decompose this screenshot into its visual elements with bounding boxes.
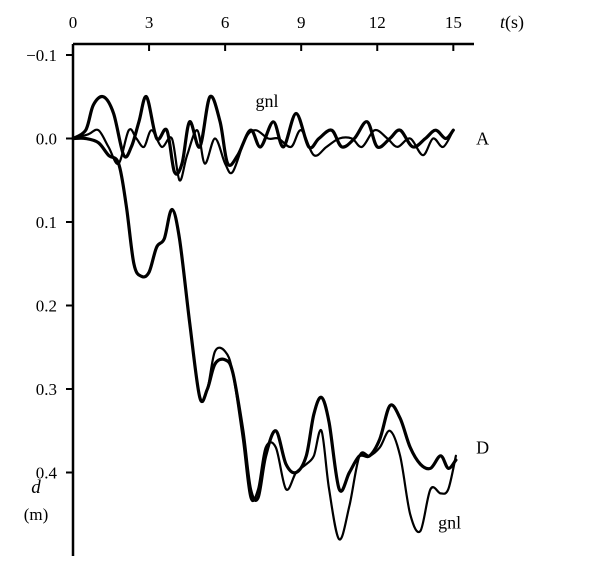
y-tick-label: 0.0 [36, 130, 57, 149]
x-tick-label: 3 [145, 13, 154, 32]
annotation-label: gnl [438, 513, 461, 533]
annotation-label: D [476, 437, 489, 457]
y-axis: −0.1 0.0 0.1 0.2 0.3 0.4d (m) [24, 44, 75, 556]
y-axis-unit: (m) [24, 505, 49, 524]
annotation-label: gnl [256, 91, 279, 111]
x-tick-label: 15 [445, 13, 462, 32]
y-tick-label: 0.3 [36, 380, 57, 399]
series-line-d-gnl [71, 137, 457, 541]
x-tick-label: 0 [69, 13, 78, 32]
y-axis-var: d [31, 477, 41, 498]
x-tick-label: 9 [297, 13, 306, 32]
x-tick-label: 12 [369, 13, 386, 32]
y-tick-label: 0.2 [36, 297, 57, 316]
y-tick-label: 0.4 [36, 464, 58, 483]
series-line-a-measured [71, 128, 455, 182]
annotation-label: A [476, 129, 489, 149]
x-axis: 0 3 6 9 12 15 t(s) [69, 12, 524, 51]
x-tick-label: 6 [221, 13, 230, 32]
x-axis-label: t(s) [500, 12, 524, 33]
x-axis-unit: (s) [505, 12, 524, 33]
series-layer [71, 94, 458, 541]
y-tick-label: −0.1 [26, 46, 57, 65]
x-axis-var: t [500, 12, 506, 32]
y-tick-label: 0.1 [36, 213, 57, 232]
